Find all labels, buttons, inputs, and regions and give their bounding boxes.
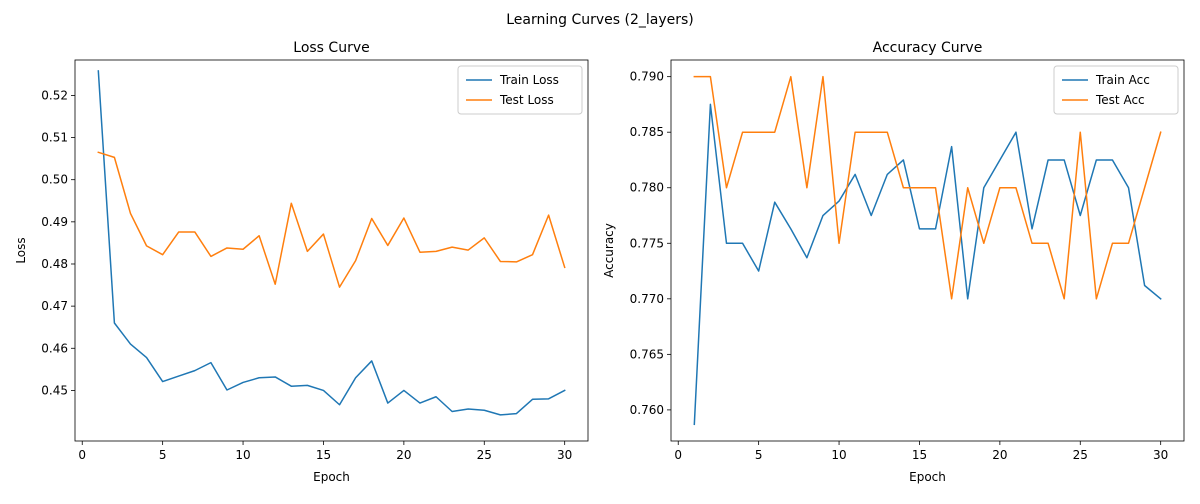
accuracy-x-tick-label: 15 xyxy=(912,448,927,462)
loss-y-tick-label: 0.48 xyxy=(41,257,68,271)
loss-y-tick-label: 0.52 xyxy=(41,88,68,102)
accuracy-y-tick-label: 0.760 xyxy=(630,403,664,417)
loss-x-tick-label: 25 xyxy=(477,448,492,462)
loss-legend-label-train-loss: Train Loss xyxy=(499,73,559,87)
accuracy-series-test-acc-line xyxy=(693,75,1162,300)
loss-legend-box xyxy=(457,65,583,115)
accuracy-x-tick-label: 25 xyxy=(1073,448,1088,462)
accuracy-axes-frame xyxy=(670,59,1185,442)
accuracy-x-tick-label: 30 xyxy=(1153,448,1168,462)
loss-x-tick-label: 5 xyxy=(159,448,167,462)
loss-x-axis-label: Epoch xyxy=(313,470,350,484)
accuracy-y-tick-label: 0.780 xyxy=(630,181,664,195)
loss-y-tick-label: 0.49 xyxy=(41,215,68,229)
loss-legend-label-test-loss: Test Loss xyxy=(499,93,554,107)
figure-suptitle: Learning Curves (2_layers) xyxy=(506,12,694,28)
loss-y-tick-label: 0.50 xyxy=(41,173,68,187)
loss-legend: Train Loss Test Loss xyxy=(457,65,583,115)
accuracy-y-axis-label: Accuracy xyxy=(602,223,616,278)
loss-x-tick-label: 10 xyxy=(235,448,250,462)
loss-x-tick-label: 0 xyxy=(78,448,86,462)
accuracy-y-tick-label: 0.770 xyxy=(630,292,664,306)
loss-y-axis-label: Loss xyxy=(14,237,28,263)
loss-x-tick-label: 20 xyxy=(396,448,411,462)
loss-axes-frame xyxy=(74,59,589,442)
accuracy-chart: Accuracy Curve 0 5 10 15 20 25 30 0.760 0.765 0.77… xyxy=(602,40,1185,484)
accuracy-legend-box xyxy=(1053,65,1179,115)
loss-y-tick-label: 0.45 xyxy=(41,383,68,397)
accuracy-y-tick-label: 0.765 xyxy=(630,347,664,361)
accuracy-y-tick-label: 0.775 xyxy=(630,236,664,250)
accuracy-x-axis-label: Epoch xyxy=(909,470,946,484)
accuracy-y-tick-label: 0.790 xyxy=(630,70,664,84)
accuracy-y-tick-label: 0.785 xyxy=(630,125,664,139)
loss-x-tick-label: 30 xyxy=(557,448,572,462)
loss-y-tick-label: 0.47 xyxy=(41,299,68,313)
accuracy-legend-label-train-acc: Train Acc xyxy=(1095,73,1150,87)
loss-series-test-loss-line xyxy=(97,151,566,288)
accuracy-x-tick-label: 20 xyxy=(992,448,1007,462)
accuracy-chart-title: Accuracy Curve xyxy=(873,40,983,56)
accuracy-series-train-acc-line xyxy=(693,103,1162,426)
accuracy-legend: Train Acc Test Acc xyxy=(1053,65,1179,115)
accuracy-x-tick-label: 5 xyxy=(755,448,763,462)
loss-x-tick-label: 15 xyxy=(316,448,331,462)
loss-series-train-loss-line xyxy=(97,70,566,416)
loss-y-tick-label: 0.46 xyxy=(41,341,68,355)
loss-chart: Loss Curve 0 5 10 15 20 25 30 0.45 0.46 0.47 0.48 0.… xyxy=(14,40,589,484)
accuracy-legend-label-test-acc: Test Acc xyxy=(1095,93,1145,107)
loss-chart-title: Loss Curve xyxy=(293,40,369,56)
loss-y-tick-label: 0.51 xyxy=(41,131,68,145)
accuracy-x-tick-label: 0 xyxy=(674,448,682,462)
accuracy-x-tick-label: 10 xyxy=(831,448,846,462)
